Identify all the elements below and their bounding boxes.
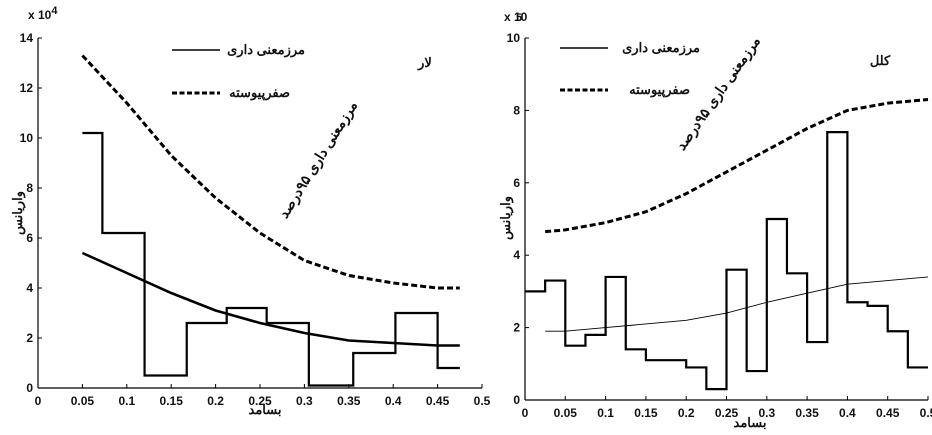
y-tick-label: 8: [26, 181, 33, 195]
x-axis-label: بسامد: [249, 402, 282, 417]
x-tick-label: 0.4: [839, 406, 856, 420]
x-tick-label: 0.45: [426, 394, 450, 408]
y-tick-label: 8: [513, 103, 520, 117]
x-tick-label: 0.25: [248, 394, 272, 408]
series-significance-thin: [545, 276, 929, 332]
x-tick-label: 0.5: [474, 394, 491, 408]
x-tick-label: 0.25: [715, 406, 739, 420]
y-tick-label: 10: [20, 131, 34, 145]
y-axis-label: واریانس: [10, 191, 26, 235]
x-tick-label: 0.5: [920, 406, 932, 420]
y-tick-label: 10: [507, 31, 521, 45]
x-tick-label: 0: [35, 394, 42, 408]
y-tick-label: 2: [513, 321, 520, 335]
series-spectrum-step: [525, 131, 928, 391]
y-multiplier: x 104: [28, 5, 58, 22]
x-tick-label: 0.35: [795, 406, 819, 420]
x-tick-label: 0.05: [71, 394, 95, 408]
series-red-noise: [81, 54, 460, 290]
y-tick-label: 2: [26, 331, 33, 345]
y-tick-label: 4: [513, 248, 520, 262]
x-tick-label: 0.35: [337, 394, 361, 408]
y-tick-label: 0: [26, 381, 33, 395]
x-tick-label: 0.1: [597, 406, 614, 420]
y-tick-label: 4: [26, 281, 33, 295]
x-tick-label: 0.45: [876, 406, 900, 420]
chart-title: کلل: [870, 53, 891, 68]
y-tick-label: 6: [26, 231, 33, 245]
chart-lar: 0 0.05 0.1 0.15 0.2 0.25 0.3 0.35 0.4 0.45 0.5 0 2 4 6…: [10, 5, 491, 417]
significance-annotation: مرزمعنی داری ۹۵درصد: [275, 98, 361, 222]
chart-title: لار: [417, 55, 432, 71]
y-tick-label: 6: [513, 176, 520, 190]
series-red-noise: [545, 98, 929, 234]
legend: مرزمعنی داری صفرپیوسته: [560, 40, 700, 98]
legend-label-significance: مرزمعنی داری: [622, 40, 700, 56]
chart-kalal: 0 0.05 0.1 0.15 0.2 0.25 0.3 0.35 0.4 0.45 0.5 0 2 4 6…: [498, 10, 932, 430]
y-tick-label: 12: [20, 81, 34, 95]
x-axis-label: بسامد: [734, 415, 767, 430]
x-tick-label: 0.3: [296, 394, 313, 408]
series-significance-smooth: [81, 251, 460, 347]
x-tick-label: 0.15: [634, 406, 658, 420]
x-tick-label: 0.1: [118, 394, 135, 408]
y-tick-label: 14: [20, 31, 34, 45]
x-tick-label: 0.4: [385, 394, 402, 408]
y-axis-label: واریانس: [498, 196, 514, 240]
x-tick-label: 0.15: [160, 394, 184, 408]
series-spectrum-step: [82, 131, 460, 387]
legend-label-significance: مرزمعنی داری: [227, 42, 305, 58]
y-tick-label: 0: [513, 393, 520, 407]
x-tick-label: 0.05: [554, 406, 578, 420]
x-tick-label: 0.3: [758, 406, 775, 420]
legend: مرزمعنی داری صفرپیوسته: [172, 42, 305, 101]
legend-label-red-noise: صفرپیوسته: [229, 85, 290, 101]
x-tick-label: 0.2: [207, 394, 224, 408]
x-tick-label: 0: [522, 406, 529, 420]
legend-label-red-noise: صفرپیوسته: [629, 82, 690, 98]
y-multiplier: 5: [516, 12, 522, 24]
x-tick-label: 0.2: [678, 406, 695, 420]
y-multiplier-base: x 10: [504, 10, 528, 24]
